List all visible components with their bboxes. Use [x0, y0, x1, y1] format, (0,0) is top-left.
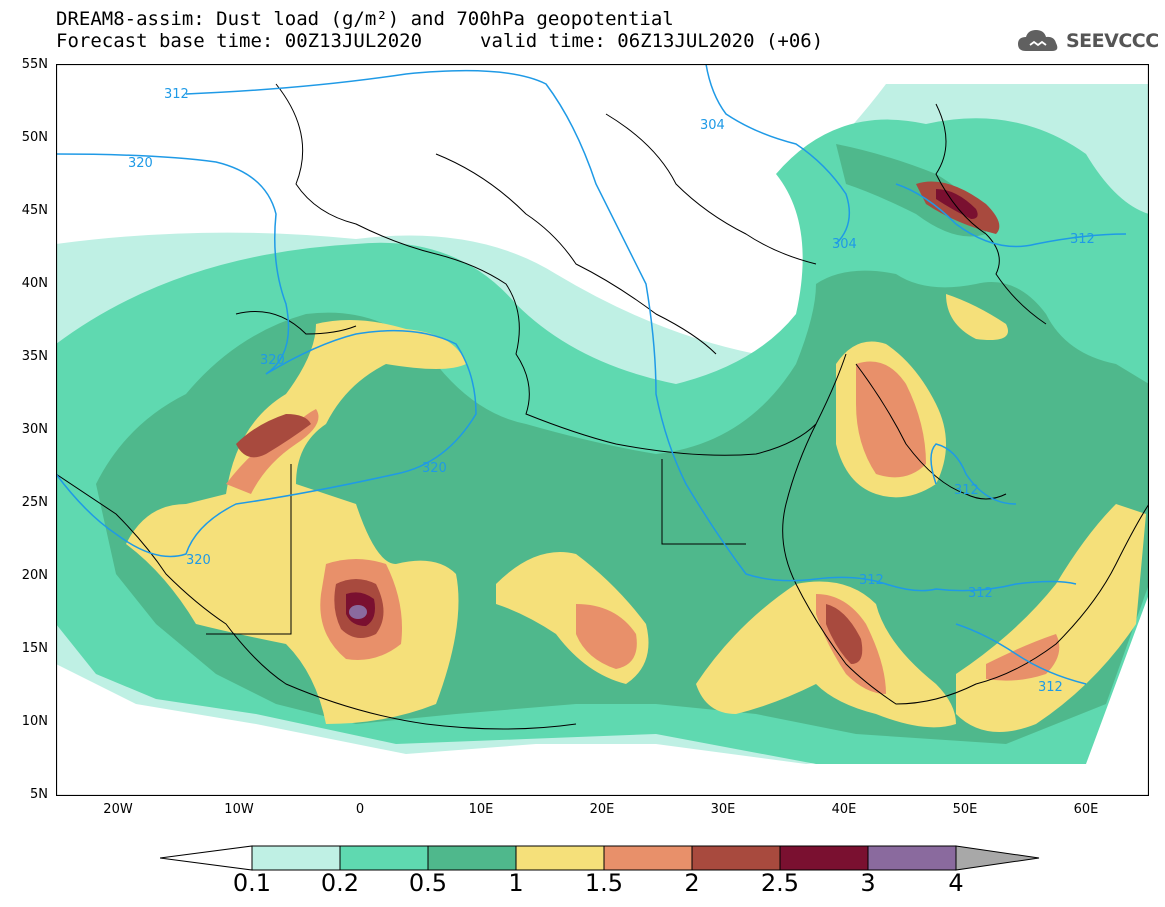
contour-label: 312 [968, 586, 993, 601]
lon-label: 10E [468, 802, 494, 817]
colorbar-tick: 0.5 [408, 869, 448, 897]
lon-label: 50E [952, 802, 978, 817]
contour-label: 312 [1070, 232, 1095, 247]
lat-label: 10N [21, 714, 48, 729]
contour-label: 312 [1038, 680, 1063, 695]
map-title: DREAM8-assim: Dust load (g/m²) and 700hP… [56, 8, 674, 30]
colorbar-tick: 0.2 [320, 869, 360, 897]
logo-text: SEEVCCC [1066, 30, 1159, 52]
contour-label: 304 [832, 237, 857, 252]
colorbar-tick: 2 [684, 869, 700, 897]
colorbar-tick: 4 [948, 869, 964, 897]
contour-label: 320 [128, 156, 153, 171]
contour-label-group: 312 304 320 304 312 320 320 320 312 312 … [128, 87, 1095, 695]
colorbar [159, 845, 1040, 871]
lon-label: 10W [224, 802, 254, 817]
lat-label: 55N [21, 57, 48, 72]
contour-label: 312 [859, 573, 884, 588]
lon-label: 30E [710, 802, 736, 817]
valid-time: valid time: 06Z13JUL2020 (+06) [480, 30, 824, 52]
lon-label: 60E [1073, 802, 1099, 817]
lat-label: 15N [21, 641, 48, 656]
lon-label: 20E [589, 802, 615, 817]
cloud-icon [1018, 30, 1058, 51]
lat-label: 20N [21, 568, 48, 583]
contour-label: 312 [954, 483, 979, 498]
lon-label: 20W [103, 802, 133, 817]
geopotential-contours [55, 63, 1127, 685]
lat-label: 35N [21, 349, 48, 364]
lat-label: 30N [21, 422, 48, 437]
lat-label: 40N [21, 276, 48, 291]
lat-label: 5N [30, 787, 48, 802]
seevccc-logo: SEEVCCC [1016, 27, 1159, 55]
map-frame [55, 63, 1150, 797]
colorbar-tick: 3 [860, 869, 876, 897]
colorbar-tick: 1 [508, 869, 524, 897]
contour-label: 320 [186, 553, 211, 568]
colorbar-tick: 1.5 [584, 869, 624, 897]
colorbar-tick: 0.1 [232, 869, 272, 897]
coastlines [55, 83, 1150, 730]
contour-label: 312 [164, 87, 189, 102]
colorbar-tick: 2.5 [760, 869, 800, 897]
lon-label: 0 [355, 802, 365, 817]
lat-label: 25N [21, 495, 48, 510]
lat-label: 45N [21, 203, 48, 218]
dust-field [56, 84, 1149, 765]
dust-map: 312 304 320 304 312 320 320 320 312 312 … [55, 63, 1150, 797]
lat-label: 50N [21, 130, 48, 145]
forecast-base-time: Forecast base time: 00Z13JUL2020 [56, 30, 423, 52]
contour-label: 320 [260, 353, 285, 368]
contour-label: 320 [422, 461, 447, 476]
map-canvas: 312 304 320 304 312 320 320 320 312 312 … [55, 63, 1150, 797]
lon-label: 40E [831, 802, 857, 817]
contour-label: 304 [700, 118, 725, 133]
